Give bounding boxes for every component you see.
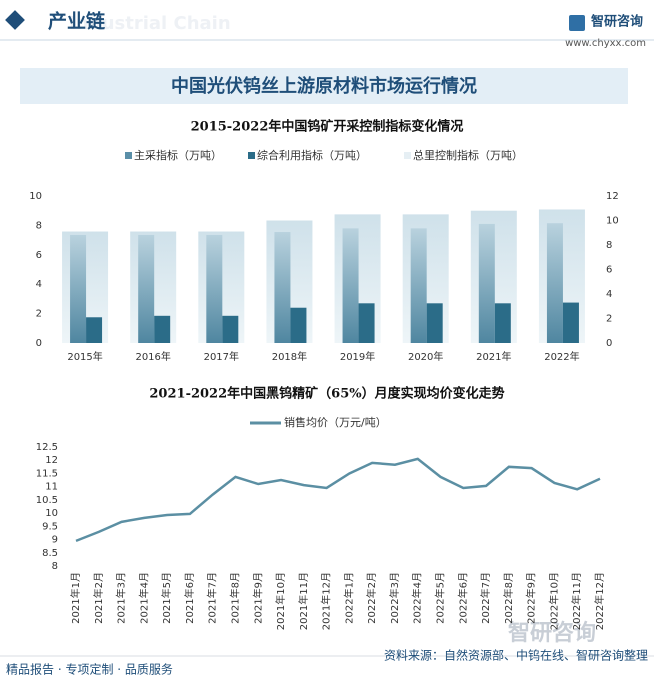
y-tick-label: 2	[36, 309, 42, 320]
x-tick-label: 2021年8月	[228, 572, 241, 624]
y2-tick-label: 6	[606, 265, 612, 276]
x-tick-label: 2022年7月	[479, 572, 492, 624]
x-tick-label: 2022年	[544, 350, 579, 363]
y-tick-label: 10.5	[36, 495, 58, 506]
x-tick-label: 2022年5月	[434, 572, 447, 624]
y-tick-label: 11.5	[36, 468, 58, 479]
bar	[222, 315, 239, 343]
x-tick-label: 2021年11月	[297, 572, 310, 630]
banner	[20, 68, 628, 104]
x-tick-label: 2022年8月	[502, 572, 515, 624]
y-tick-label: 8	[36, 220, 42, 231]
x-tick-label: 2017年	[204, 350, 239, 363]
x-tick-label: 2022年12月	[593, 572, 606, 630]
y-tick-label: 10	[45, 508, 58, 519]
x-tick-label: 2022年10月	[547, 572, 560, 630]
x-tick-label: 2021年9月	[251, 572, 264, 624]
y-tick-label: 10	[29, 191, 42, 202]
logo-text: 智研咨询	[591, 14, 643, 30]
logo-url: www.chyxx.com	[565, 38, 646, 49]
y2-tick-label: 8	[606, 240, 612, 251]
legend-label: 销售均价（万元/吨）	[284, 415, 387, 429]
x-tick-label: 2021年7月	[206, 572, 219, 624]
x-tick-label: 2019年	[340, 350, 375, 363]
x-tick-label: 2018年	[272, 350, 307, 363]
x-tick-label: 2021年2月	[92, 572, 105, 624]
x-tick-label: 2021年12月	[320, 572, 333, 630]
bar	[410, 228, 427, 343]
x-tick-label: 2022年11月	[570, 572, 583, 630]
y2-tick-label: 12	[606, 191, 619, 202]
x-tick-label: 2021年10月	[274, 572, 287, 630]
chart-title: 2015-2022年中国钨矿开采控制指标变化情况	[191, 119, 464, 135]
bar	[494, 303, 511, 343]
watermark: 智研咨询	[508, 620, 596, 646]
x-tick-label: 2021年3月	[115, 572, 128, 624]
bar	[546, 223, 563, 343]
x-tick-label: 2022年3月	[388, 572, 401, 624]
bar	[478, 223, 495, 343]
legend-label: 总里控制指标（万吨）	[413, 148, 523, 162]
bar	[70, 234, 87, 343]
footer-right: 资料来源：自然资源部、中钨在线、智研咨询整理	[384, 648, 648, 663]
bar	[86, 317, 103, 343]
bar	[138, 234, 155, 343]
bar	[342, 228, 359, 343]
x-tick-label: 2020年	[408, 350, 443, 363]
legend-swatch	[125, 152, 132, 159]
y2-tick-label: 2	[606, 314, 612, 325]
y-tick-label: 4	[36, 279, 42, 290]
y-tick-label: 0	[36, 338, 42, 349]
x-tick-label: 2022年2月	[365, 572, 378, 624]
y-tick-label: 8.5	[42, 548, 58, 559]
footer-left: 精品报告 · 专项定制 · 品质服务	[6, 662, 173, 677]
x-tick-label: 2015年	[67, 350, 102, 363]
y2-tick-label: 4	[606, 289, 612, 300]
bar	[426, 303, 443, 343]
y-tick-label: 11	[45, 482, 58, 493]
logo-icon	[569, 15, 585, 31]
bar	[562, 302, 579, 343]
header-icon	[5, 10, 25, 30]
x-tick-label: 2016年	[135, 350, 170, 363]
bar	[206, 234, 223, 343]
x-tick-label: 2022年1月	[342, 572, 355, 624]
y-tick-label: 9.5	[42, 521, 58, 532]
legend-swatch	[404, 152, 411, 159]
header-title: 产业链	[48, 10, 105, 33]
plots: 0 2 4 6 8 10 0 2 4 6 8 10 12 2015年 2016年 2017年 2018年 2019…	[29, 148, 618, 630]
y-tick-label: 12.5	[36, 442, 58, 453]
x-tick-label: 2022年6月	[456, 572, 469, 624]
x-tick-label: 2022年9月	[525, 572, 538, 624]
banner-title: 中国光伏钨丝上游原材料市场运行情况	[171, 75, 477, 97]
bar	[358, 303, 375, 343]
x-tick-label: 2021年4月	[137, 572, 150, 624]
chart-title: 2021-2022年中国黑钨精矿（65%）月度实现均价变化走势	[149, 386, 504, 402]
x-tick-label: 2021年5月	[160, 572, 173, 624]
bar	[274, 232, 291, 343]
bar	[154, 315, 171, 343]
legend-label: 主采指标（万吨）	[134, 148, 222, 162]
legend-label: 综合利用指标（万吨）	[257, 148, 367, 162]
x-tick-label: 2021年6月	[183, 572, 196, 624]
y2-tick-label: 10	[606, 216, 619, 227]
y-tick-label: 6	[36, 250, 42, 261]
bar	[290, 307, 307, 343]
line	[75, 457, 601, 543]
x-tick-label: 2022年4月	[411, 572, 424, 624]
y2-tick-label: 0	[606, 338, 612, 349]
y-tick-label: 8	[52, 561, 58, 572]
y-tick-label: 12	[45, 455, 58, 466]
header-subtitle: Industrial Chain	[69, 13, 230, 34]
x-tick-label: 2021年	[476, 350, 511, 363]
x-tick-label: 2021年1月	[69, 572, 82, 624]
legend-swatch	[248, 152, 255, 159]
y-tick-label: 9	[52, 535, 58, 546]
